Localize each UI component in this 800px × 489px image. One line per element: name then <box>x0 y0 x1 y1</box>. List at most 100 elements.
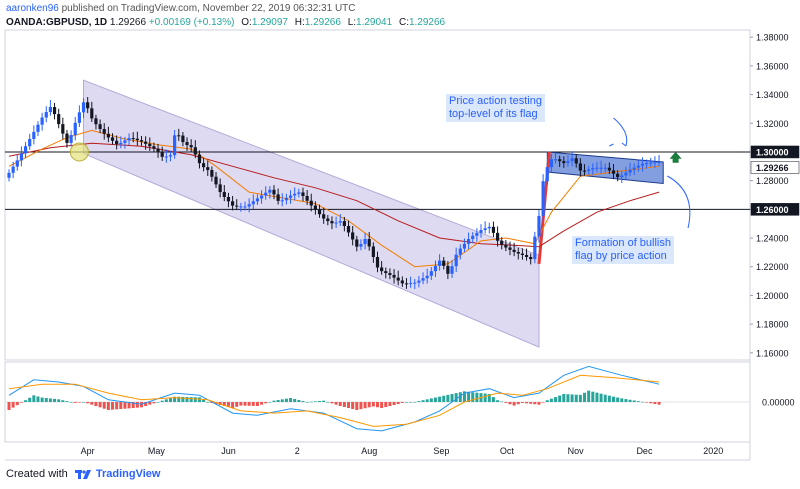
macd-histogram-bar <box>11 402 15 408</box>
candle <box>280 193 284 207</box>
candle-body <box>148 143 152 147</box>
macd-histogram-bar <box>388 402 392 406</box>
time-tick-label-6: Oct <box>500 446 515 456</box>
candle <box>537 210 541 243</box>
tradingview-brand[interactable]: TradingView <box>95 468 161 480</box>
candle-body <box>123 140 127 143</box>
macd-histogram-bar <box>57 399 61 402</box>
candle-body <box>309 200 313 206</box>
macd-histogram-bar <box>53 398 57 402</box>
candle <box>359 239 363 251</box>
candle <box>334 216 338 228</box>
annotation-bottom-line-1: Formation of bullish <box>575 237 671 249</box>
candle <box>139 136 144 146</box>
macd-histogram-bar <box>566 394 570 402</box>
macd-histogram-bar <box>160 400 164 402</box>
candle-body <box>243 206 247 208</box>
macd-histogram-bar <box>309 401 313 403</box>
candle-body <box>421 278 425 281</box>
candle <box>508 241 512 256</box>
macd-histogram-bar <box>359 402 363 410</box>
candle <box>562 156 566 168</box>
candle-body <box>649 162 653 164</box>
candle <box>102 123 106 140</box>
candle-body <box>11 166 15 173</box>
candle-body <box>110 137 115 141</box>
macd-histogram-bar <box>583 392 587 402</box>
candle-body <box>164 156 168 158</box>
macd-histogram-bar <box>541 402 545 403</box>
macd-histogram-bar <box>206 402 210 403</box>
candle <box>230 196 235 211</box>
candle <box>185 137 189 151</box>
candle <box>90 101 94 122</box>
macd-histogram-bar <box>148 402 152 405</box>
candle-body <box>355 239 359 247</box>
candle <box>177 128 181 141</box>
macd-histogram-bar <box>458 392 462 402</box>
macd-histogram-bar <box>554 397 558 402</box>
macd-histogram-bar <box>512 402 516 406</box>
candle-body <box>206 167 210 171</box>
candle <box>94 114 98 130</box>
price-tick-label-9: 1.20000 <box>756 291 789 301</box>
candle <box>363 233 367 250</box>
macd-histogram-bar <box>562 394 566 402</box>
candle <box>189 139 193 152</box>
macd-histogram-bar <box>127 402 131 409</box>
macd-histogram-bar <box>173 396 177 402</box>
time-tick-label-9: 2020 <box>703 446 723 456</box>
candle <box>657 154 661 167</box>
macd-histogram-bar <box>371 402 375 407</box>
candle-body <box>413 282 417 284</box>
candle <box>206 160 210 176</box>
tradingview-logo-icon <box>74 469 91 479</box>
candle <box>574 154 578 168</box>
macd-line <box>8 365 660 432</box>
candle-body <box>173 135 177 156</box>
macd-histogram-bar <box>77 402 81 403</box>
author-link[interactable]: aaronken96 <box>6 3 59 14</box>
candle <box>272 185 276 200</box>
annotation-bottom-line-2: flag by price action <box>575 250 667 262</box>
macd-histogram-bar <box>326 402 330 403</box>
candle-body <box>537 215 541 237</box>
macd-histogram-bar <box>152 402 156 404</box>
candle-body <box>442 260 446 266</box>
macd-histogram-bar <box>628 399 632 402</box>
macd-histogram-bar <box>338 402 342 406</box>
candle-body <box>351 232 355 240</box>
candle-body <box>48 107 53 113</box>
low-value: 1.29041 <box>356 17 393 28</box>
macd-histogram-bar <box>289 398 293 402</box>
candle-body <box>620 175 624 178</box>
candle-body <box>268 189 272 193</box>
candle <box>309 193 313 212</box>
candle-body <box>487 226 491 229</box>
macd-histogram-bar <box>65 401 69 402</box>
macd-histogram-bar <box>268 402 272 403</box>
candle-body <box>433 265 438 272</box>
candle-body <box>115 140 119 145</box>
candle <box>28 133 32 150</box>
candle <box>259 190 264 204</box>
candle <box>413 279 417 289</box>
annotation-top-line-1: Price action testing <box>449 95 542 107</box>
macd-histogram-bar <box>177 396 181 402</box>
macd-histogram-bar <box>384 402 388 407</box>
candle <box>255 194 260 205</box>
candle-body <box>214 176 218 185</box>
candle-body <box>603 167 607 169</box>
candle <box>15 154 19 171</box>
macd-histogram-bar <box>272 400 276 402</box>
price-label-box-2 <box>750 203 800 216</box>
annotation-top-pointer <box>613 117 628 147</box>
candle <box>549 153 553 173</box>
candle <box>218 178 222 198</box>
macd-histogram-bar <box>322 400 326 402</box>
candle <box>235 199 239 211</box>
candle-body <box>553 159 558 161</box>
candle-body <box>135 138 139 141</box>
candle <box>297 188 301 198</box>
